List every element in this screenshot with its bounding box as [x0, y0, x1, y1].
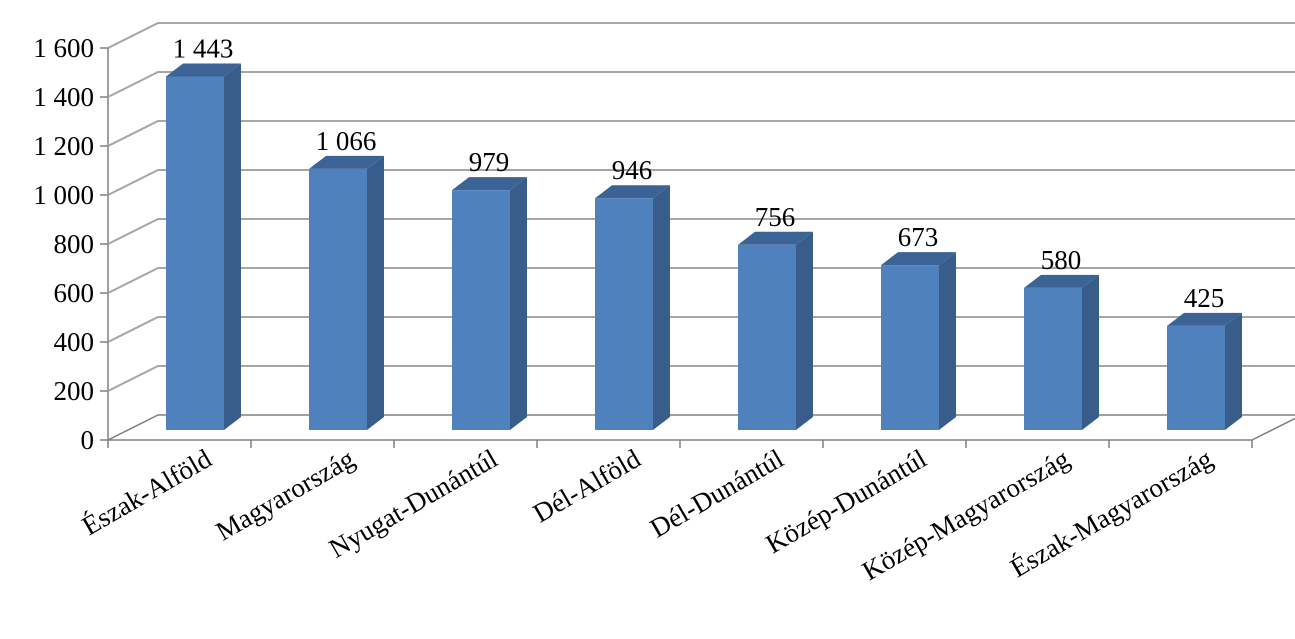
data-label: 979 — [469, 147, 510, 177]
bar-front — [166, 76, 224, 430]
gridline — [107, 169, 1295, 196]
data-label: 756 — [755, 202, 796, 232]
gridline — [107, 218, 1295, 245]
bar — [166, 63, 241, 431]
bar — [1167, 312, 1242, 430]
bar-side — [224, 63, 241, 431]
bar-top — [595, 185, 670, 199]
bar-side — [796, 231, 813, 430]
bar-front — [309, 168, 367, 430]
y-tick-label: 600 — [54, 278, 95, 308]
bar — [1024, 274, 1099, 430]
chart-walls — [107, 22, 1295, 441]
bar — [738, 231, 813, 430]
bar-top — [309, 155, 384, 169]
y-tick-label: 1 200 — [33, 131, 94, 161]
y-tick-label: 400 — [54, 327, 95, 357]
gridlines — [107, 22, 1295, 392]
y-axis: 0 200 400 600 800 1 000 1 200 1 400 1 600 — [33, 33, 108, 455]
bar-top — [738, 231, 813, 245]
y-tick-label: 200 — [54, 376, 95, 406]
bar — [595, 185, 670, 430]
bar-front — [1024, 287, 1082, 430]
bar-side — [653, 185, 670, 430]
floor-outline — [107, 414, 1295, 441]
data-label: 1 066 — [316, 126, 377, 156]
data-label: 946 — [612, 155, 653, 185]
bar — [881, 252, 956, 430]
data-label: 1 443 — [173, 33, 234, 63]
data-label: 425 — [1184, 283, 1225, 313]
x-category-label: Észak-Alföld — [77, 443, 217, 541]
bars — [166, 63, 1242, 431]
y-tick-label: 1 000 — [33, 180, 94, 210]
data-label: 580 — [1041, 245, 1082, 275]
gridline — [107, 365, 1295, 392]
y-tick-label: 1 600 — [33, 33, 94, 63]
data-labels: 1 443 1 066 979 946 756 673 580 425 — [173, 33, 1225, 312]
bar-front — [595, 198, 653, 430]
gridline — [107, 267, 1295, 294]
bar-top — [1024, 274, 1099, 288]
bar-top — [881, 252, 956, 266]
bar-top — [1167, 312, 1242, 326]
bar — [309, 155, 384, 430]
bar-side — [510, 177, 527, 430]
y-tick-label: 1 400 — [33, 82, 94, 112]
bar-side — [939, 252, 956, 430]
bar-side — [1082, 274, 1099, 430]
bar-front — [738, 244, 796, 430]
bar — [452, 177, 527, 430]
gridline — [107, 316, 1295, 343]
x-category-label: Dél-Alföld — [528, 443, 646, 528]
bar-side — [367, 155, 384, 430]
data-label: 673 — [898, 222, 939, 252]
bar-top — [166, 63, 241, 77]
bar-front — [881, 265, 939, 430]
bar-side — [1225, 312, 1242, 430]
bar-front — [452, 190, 510, 430]
gridline — [107, 71, 1295, 98]
bar-top — [452, 177, 527, 191]
bar-front — [1167, 325, 1225, 430]
gridline — [107, 22, 1295, 49]
y-tick-label: 800 — [54, 229, 95, 259]
x-category-label: Dél-Dunántúl — [645, 443, 789, 543]
gridline — [107, 120, 1295, 147]
y-tick-label: 0 — [81, 425, 95, 455]
